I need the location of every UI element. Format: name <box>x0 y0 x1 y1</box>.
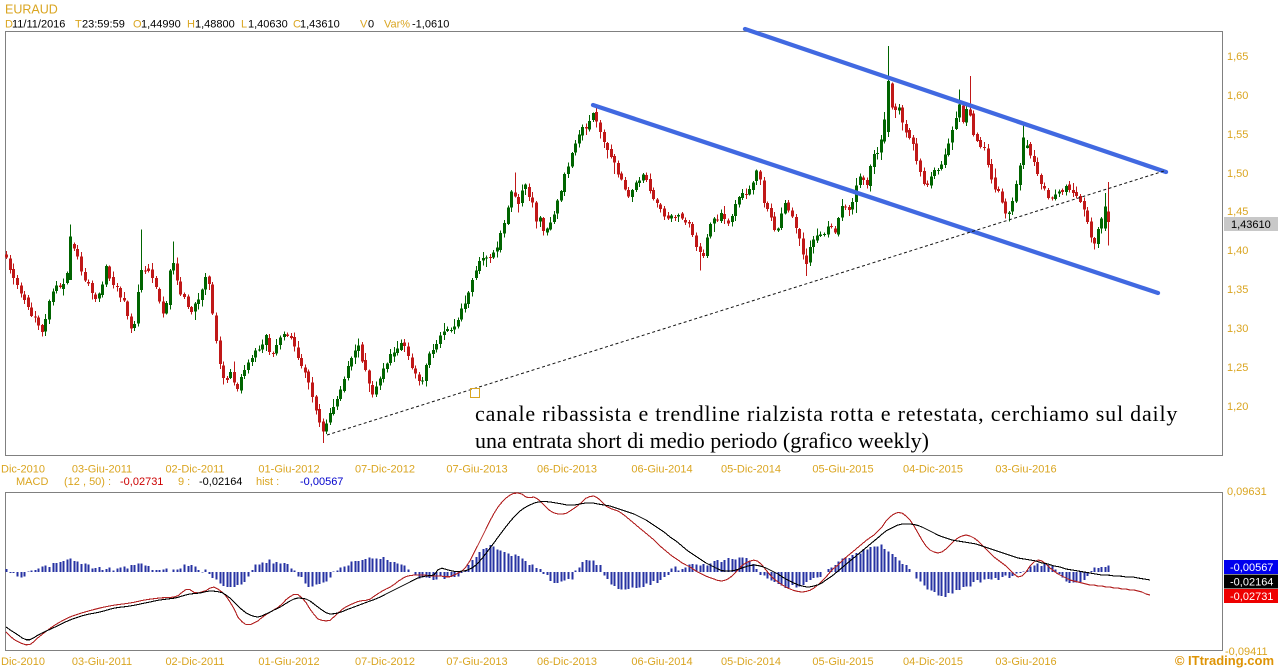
svg-text:1,45: 1,45 <box>1227 206 1248 218</box>
svg-text:1,40: 1,40 <box>1227 245 1248 257</box>
svg-text:1,30: 1,30 <box>1227 323 1248 335</box>
svg-text:una entrata short di medio per: una entrata short di medio periodo (graf… <box>475 428 929 453</box>
svg-text:-0,00567: -0,00567 <box>1230 562 1273 574</box>
svg-text:canale ribassista e trendline: canale ribassista e trendline rialzista … <box>475 401 1178 426</box>
svg-text:1,20: 1,20 <box>1227 401 1248 413</box>
svg-text:1,65: 1,65 <box>1227 51 1248 63</box>
svg-text:-0,09411: -0,09411 <box>1225 646 1268 658</box>
svg-text:EURAUD: EURAUD <box>5 3 58 17</box>
svg-text:1,50: 1,50 <box>1227 168 1248 180</box>
svg-text:-0,02164: -0,02164 <box>1230 577 1273 589</box>
svg-text:1,43610: 1,43610 <box>1231 219 1271 231</box>
svg-text:1,25: 1,25 <box>1227 362 1248 374</box>
svg-text:-0,02731: -0,02731 <box>1230 591 1273 603</box>
svg-text:1,55: 1,55 <box>1227 129 1248 141</box>
svg-text:1,60: 1,60 <box>1227 90 1248 102</box>
svg-text:0,09631: 0,09631 <box>1227 486 1267 498</box>
svg-text:1,35: 1,35 <box>1227 284 1248 296</box>
svg-text:© ITtrading.com: © ITtrading.com <box>1175 653 1274 668</box>
